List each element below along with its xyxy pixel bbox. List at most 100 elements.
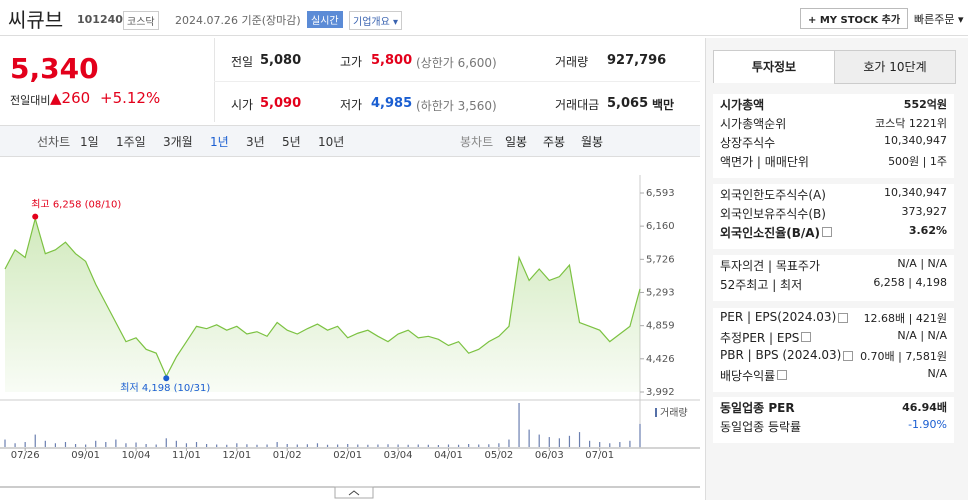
price-line — [4, 216, 641, 378]
quote-label: 고가 — [340, 55, 363, 69]
side-label: 동일업종 PER — [720, 401, 795, 415]
side-label: 투자의견 | 목표주가 — [720, 259, 820, 273]
y-tick-label: 6,160 — [646, 221, 675, 232]
quote-value: 5,090 — [260, 96, 302, 111]
x-tick-label: 11/01 — [172, 450, 201, 461]
side-label: 배당수익률 — [720, 369, 776, 383]
volume-bar — [407, 444, 409, 447]
volume-bar — [599, 442, 601, 447]
help-icon — [822, 227, 832, 237]
volume-bar — [4, 439, 6, 447]
volume-bar — [246, 444, 248, 447]
volume-bar — [397, 444, 399, 447]
volume-bar — [367, 444, 369, 447]
period-tab[interactable]: 1주일 — [116, 135, 146, 149]
side-value: 3.62% — [908, 224, 947, 237]
quote-label: 저가 — [340, 98, 363, 112]
side-section — [713, 255, 954, 301]
volume-bar — [155, 444, 157, 447]
volume-bar — [205, 444, 208, 447]
side-label: 액면가 | 매매단위 — [720, 155, 809, 169]
quote-note: (상한가 6,600) — [416, 56, 497, 70]
volume-bar — [24, 442, 26, 447]
side-section — [713, 397, 954, 443]
volume-bar — [44, 440, 46, 447]
side-label: 시가총액순위 — [720, 117, 787, 131]
change-label: 전일대비 — [10, 94, 51, 107]
period-tab[interactable]: 3년 — [246, 135, 265, 149]
volume-bar — [609, 443, 611, 447]
volume-bar — [528, 429, 530, 447]
volume-bar — [256, 444, 258, 447]
quote-value: 5,080 — [260, 53, 302, 68]
change-rate: +5.12% — [100, 89, 161, 107]
volume-bar — [478, 444, 480, 447]
period-tab[interactable]: 1일 — [80, 135, 99, 149]
volume-bar — [135, 442, 137, 447]
quote-value: 5,065 — [607, 96, 649, 111]
side-value: -1.90% — [908, 418, 947, 431]
overview-dropdown[interactable]: 기업개요 ▾ — [349, 11, 403, 30]
side-tab[interactable]: 호가 10단계 — [834, 50, 956, 84]
volume-bar — [266, 444, 268, 447]
quick-order[interactable]: 빠른주문 ▾ — [914, 13, 964, 26]
quote-value: 4,985 — [371, 96, 413, 111]
side-tab[interactable]: 투자정보 — [713, 50, 835, 83]
candle-tab[interactable]: 일봉 — [505, 135, 528, 149]
side-label: PBR | BPS (2024.03) — [720, 348, 842, 362]
period-tab[interactable]: 5년 — [282, 135, 301, 149]
side-label: 동일업종 등락률 — [720, 420, 802, 434]
mystock-button[interactable]: + MY STOCK 추가 — [800, 8, 909, 29]
tab-bar — [0, 125, 700, 157]
volume-bar — [387, 444, 389, 447]
side-label: 외국인한도주식수(A) — [720, 188, 826, 202]
quote-box — [214, 38, 701, 122]
x-tick-label: 01/02 — [273, 450, 302, 461]
volume-bar — [488, 444, 490, 447]
side-value: 552억원 — [903, 98, 947, 111]
side-value: 0.70배 | 7,581원 — [860, 350, 947, 363]
volume-bar — [105, 442, 107, 447]
period-tab[interactable]: 1년 — [210, 135, 229, 149]
x-tick-label: 07/01 — [585, 450, 614, 461]
volume-bar — [115, 439, 117, 447]
volume-bar — [498, 443, 500, 447]
candle-tab[interactable]: 주봉 — [543, 135, 566, 149]
x-tick-label: 10/04 — [122, 450, 151, 461]
high-marker — [32, 213, 39, 220]
x-tick-label: 05/02 — [484, 450, 513, 461]
volume-bar — [185, 443, 188, 447]
volume-bar — [347, 444, 349, 447]
volume-bar — [216, 444, 218, 447]
volume-bar — [165, 438, 167, 447]
volume-legend-swatch — [655, 408, 657, 417]
side-label: 외국인보유주식수(B) — [720, 207, 826, 221]
realtime-badge[interactable]: 실시간 — [307, 11, 343, 28]
change-value: 260 — [61, 89, 91, 107]
side-value: 10,340,947 — [884, 186, 947, 199]
volume-bar — [508, 439, 510, 447]
volume-bar — [125, 443, 127, 447]
side-label: 상장주식수 — [720, 136, 776, 150]
side-value: 6,258 | 4,198 — [873, 276, 947, 289]
candle-tab[interactable]: 월봉 — [581, 135, 604, 149]
volume-bar — [427, 444, 429, 447]
volume-bar — [377, 444, 379, 447]
help-icon — [801, 332, 811, 342]
side-label: 52주최고 | 최저 — [720, 278, 803, 292]
volume-bar — [74, 444, 77, 447]
price-area — [5, 218, 640, 392]
period-tab[interactable]: 3개월 — [163, 135, 193, 149]
help-icon — [843, 351, 853, 361]
market-badge: 코스닥 — [123, 11, 159, 30]
volume-bar — [306, 444, 308, 447]
quote-label: 거래대금 — [555, 98, 600, 112]
volume-bar — [417, 444, 419, 447]
volume-bar — [619, 442, 621, 447]
volume-bar — [437, 445, 440, 447]
side-value: N/A | N/A — [897, 257, 947, 270]
volume-bar — [639, 423, 641, 447]
period-tab[interactable]: 10년 — [318, 135, 345, 149]
volume-bar — [629, 440, 631, 447]
scroll-handle — [334, 486, 374, 499]
